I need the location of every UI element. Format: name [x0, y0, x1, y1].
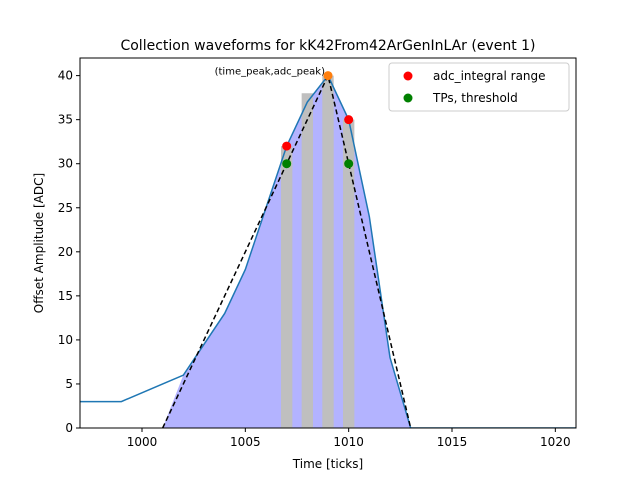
legend-marker-adc-integral-range: [403, 71, 413, 81]
y-tick-label-5: 5: [65, 377, 73, 391]
y-axis-label: Offset Amplitude [ADC]: [32, 173, 46, 313]
bar-1007: [280, 146, 293, 428]
series-1-point-1: [344, 159, 354, 169]
series-1-point-0: [282, 159, 292, 169]
peak-point: [323, 71, 333, 81]
x-tick-label-1020: 1020: [540, 435, 571, 449]
x-tick-label-1000: 1000: [127, 435, 158, 449]
y-tick-label-30: 30: [58, 157, 73, 171]
bar-1009: [322, 75, 334, 428]
y-tick-label-35: 35: [58, 113, 73, 127]
y-tick-label-0: 0: [65, 421, 73, 435]
y-tick-label-40: 40: [58, 69, 73, 83]
x-tick-label-1005: 1005: [230, 435, 261, 449]
triangle-fit-line: [161, 73, 412, 428]
plot-frame: [79, 57, 577, 429]
legend-marker-tps-threshold: [403, 93, 413, 103]
bar-1010: [342, 119, 355, 428]
series-0-point-0: [282, 141, 292, 151]
x-axis-label: Time [ticks]: [292, 457, 363, 471]
chart-title: Collection waveforms for kK42From42ArGen…: [120, 38, 535, 54]
legend-label-adc-integral-range: adc_integral range: [433, 69, 546, 83]
legend: adc_integral range TPs, threshold: [388, 62, 570, 112]
y-tick-label-20: 20: [58, 245, 73, 259]
y-tick-label-10: 10: [58, 333, 73, 347]
peak-annotation: (time_peak,adc_peak): [215, 67, 325, 78]
x-tick-label-1015: 1015: [437, 435, 468, 449]
waveform-line: [80, 74, 576, 428]
plot-clip-group: [80, 73, 576, 428]
legend-label-tps-threshold: TPs, threshold: [432, 91, 518, 105]
y-tick-label-15: 15: [58, 289, 73, 303]
y-tick-label-25: 25: [58, 201, 73, 215]
bar-1008: [301, 93, 314, 428]
series-0-point-1: [344, 115, 354, 125]
legend-box: [388, 62, 570, 112]
plot-area: (time_peak,adc_peak): [80, 67, 576, 428]
x-tick-label-1010: 1010: [333, 435, 364, 449]
